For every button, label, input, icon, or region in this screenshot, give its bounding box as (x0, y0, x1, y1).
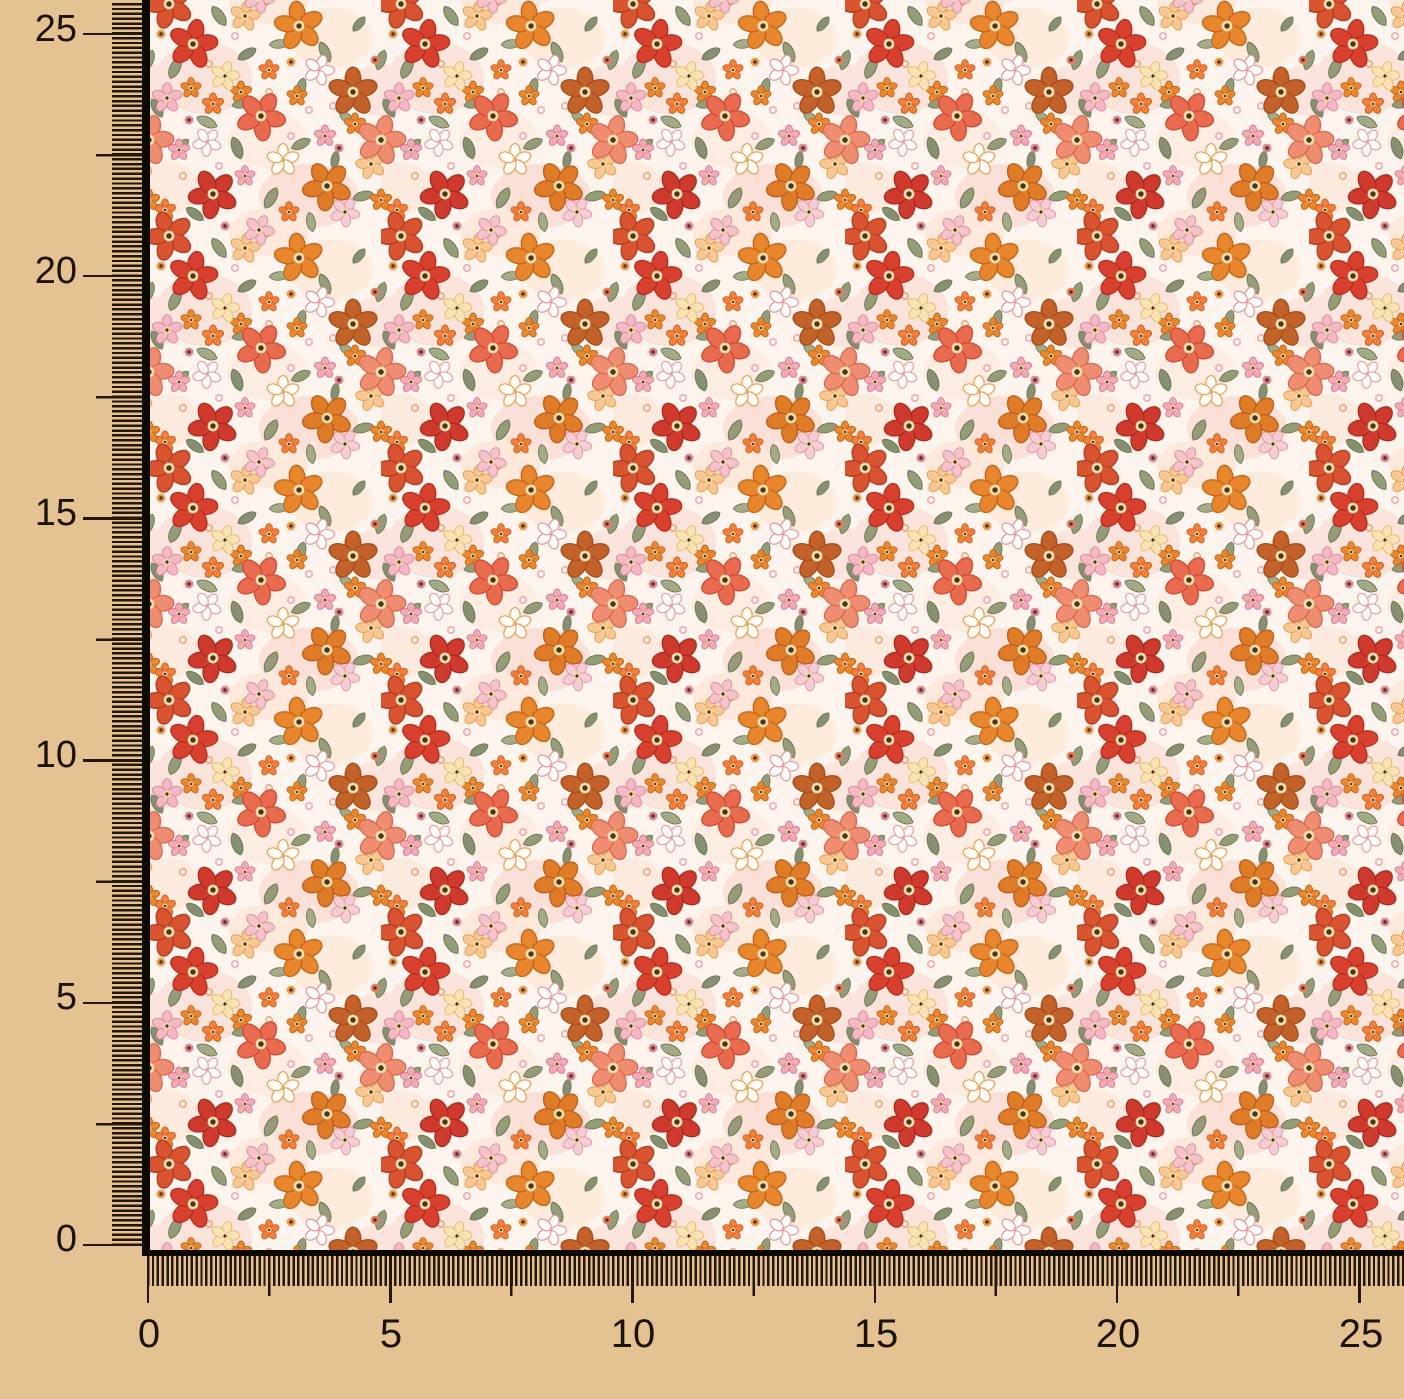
swatch-left-edge-line (142, 0, 150, 1256)
ruler-horizontal-half-ticks (268, 1256, 1404, 1296)
ruler-horizontal-major-tick (1115, 1256, 1119, 1303)
ruler-vertical-major-tick (83, 274, 142, 278)
ruler-vertical-label: 15 (34, 492, 77, 534)
floral-pattern-svg (149, 0, 1404, 1250)
ruler-horizontal-label: 20 (1095, 1312, 1141, 1356)
ruler-horizontal-label: 0 (137, 1312, 161, 1356)
ruler-vertical-major-tick (83, 1001, 142, 1005)
ruler-vertical-half-ticks (96, 153, 142, 1127)
ruler-vertical-major-tick (83, 517, 142, 520)
ruler-horizontal-major-tick (873, 1256, 877, 1303)
ruler-horizontal-major-tick (1358, 1256, 1361, 1303)
ruler-horizontal-major-tick (389, 1256, 392, 1303)
swatch-bottom-edge-line (142, 1250, 1404, 1256)
ruler-vertical-label: 0 (55, 1218, 77, 1260)
ruler-vertical-major-tick (83, 1243, 142, 1247)
ruler-horizontal-major-tick (146, 1256, 150, 1303)
ruler-vertical-label: 25 (34, 8, 77, 50)
ruler-horizontal-label: 5 (379, 1312, 403, 1356)
ruler-vertical-major-tick (83, 759, 142, 762)
ruler-vertical-major-tick (83, 32, 142, 36)
ruler-vertical-label: 10 (34, 734, 77, 776)
ruler-vertical-label: 20 (34, 250, 77, 292)
ruler-vertical-label: 5 (55, 976, 77, 1018)
fabric-swatch (149, 0, 1404, 1250)
ruler-horizontal-label: 10 (610, 1312, 656, 1356)
ruler-horizontal-label: 15 (853, 1312, 899, 1356)
ruler-horizontal-major-tick (631, 1256, 634, 1303)
ruler-horizontal-label: 25 (1338, 1312, 1384, 1356)
